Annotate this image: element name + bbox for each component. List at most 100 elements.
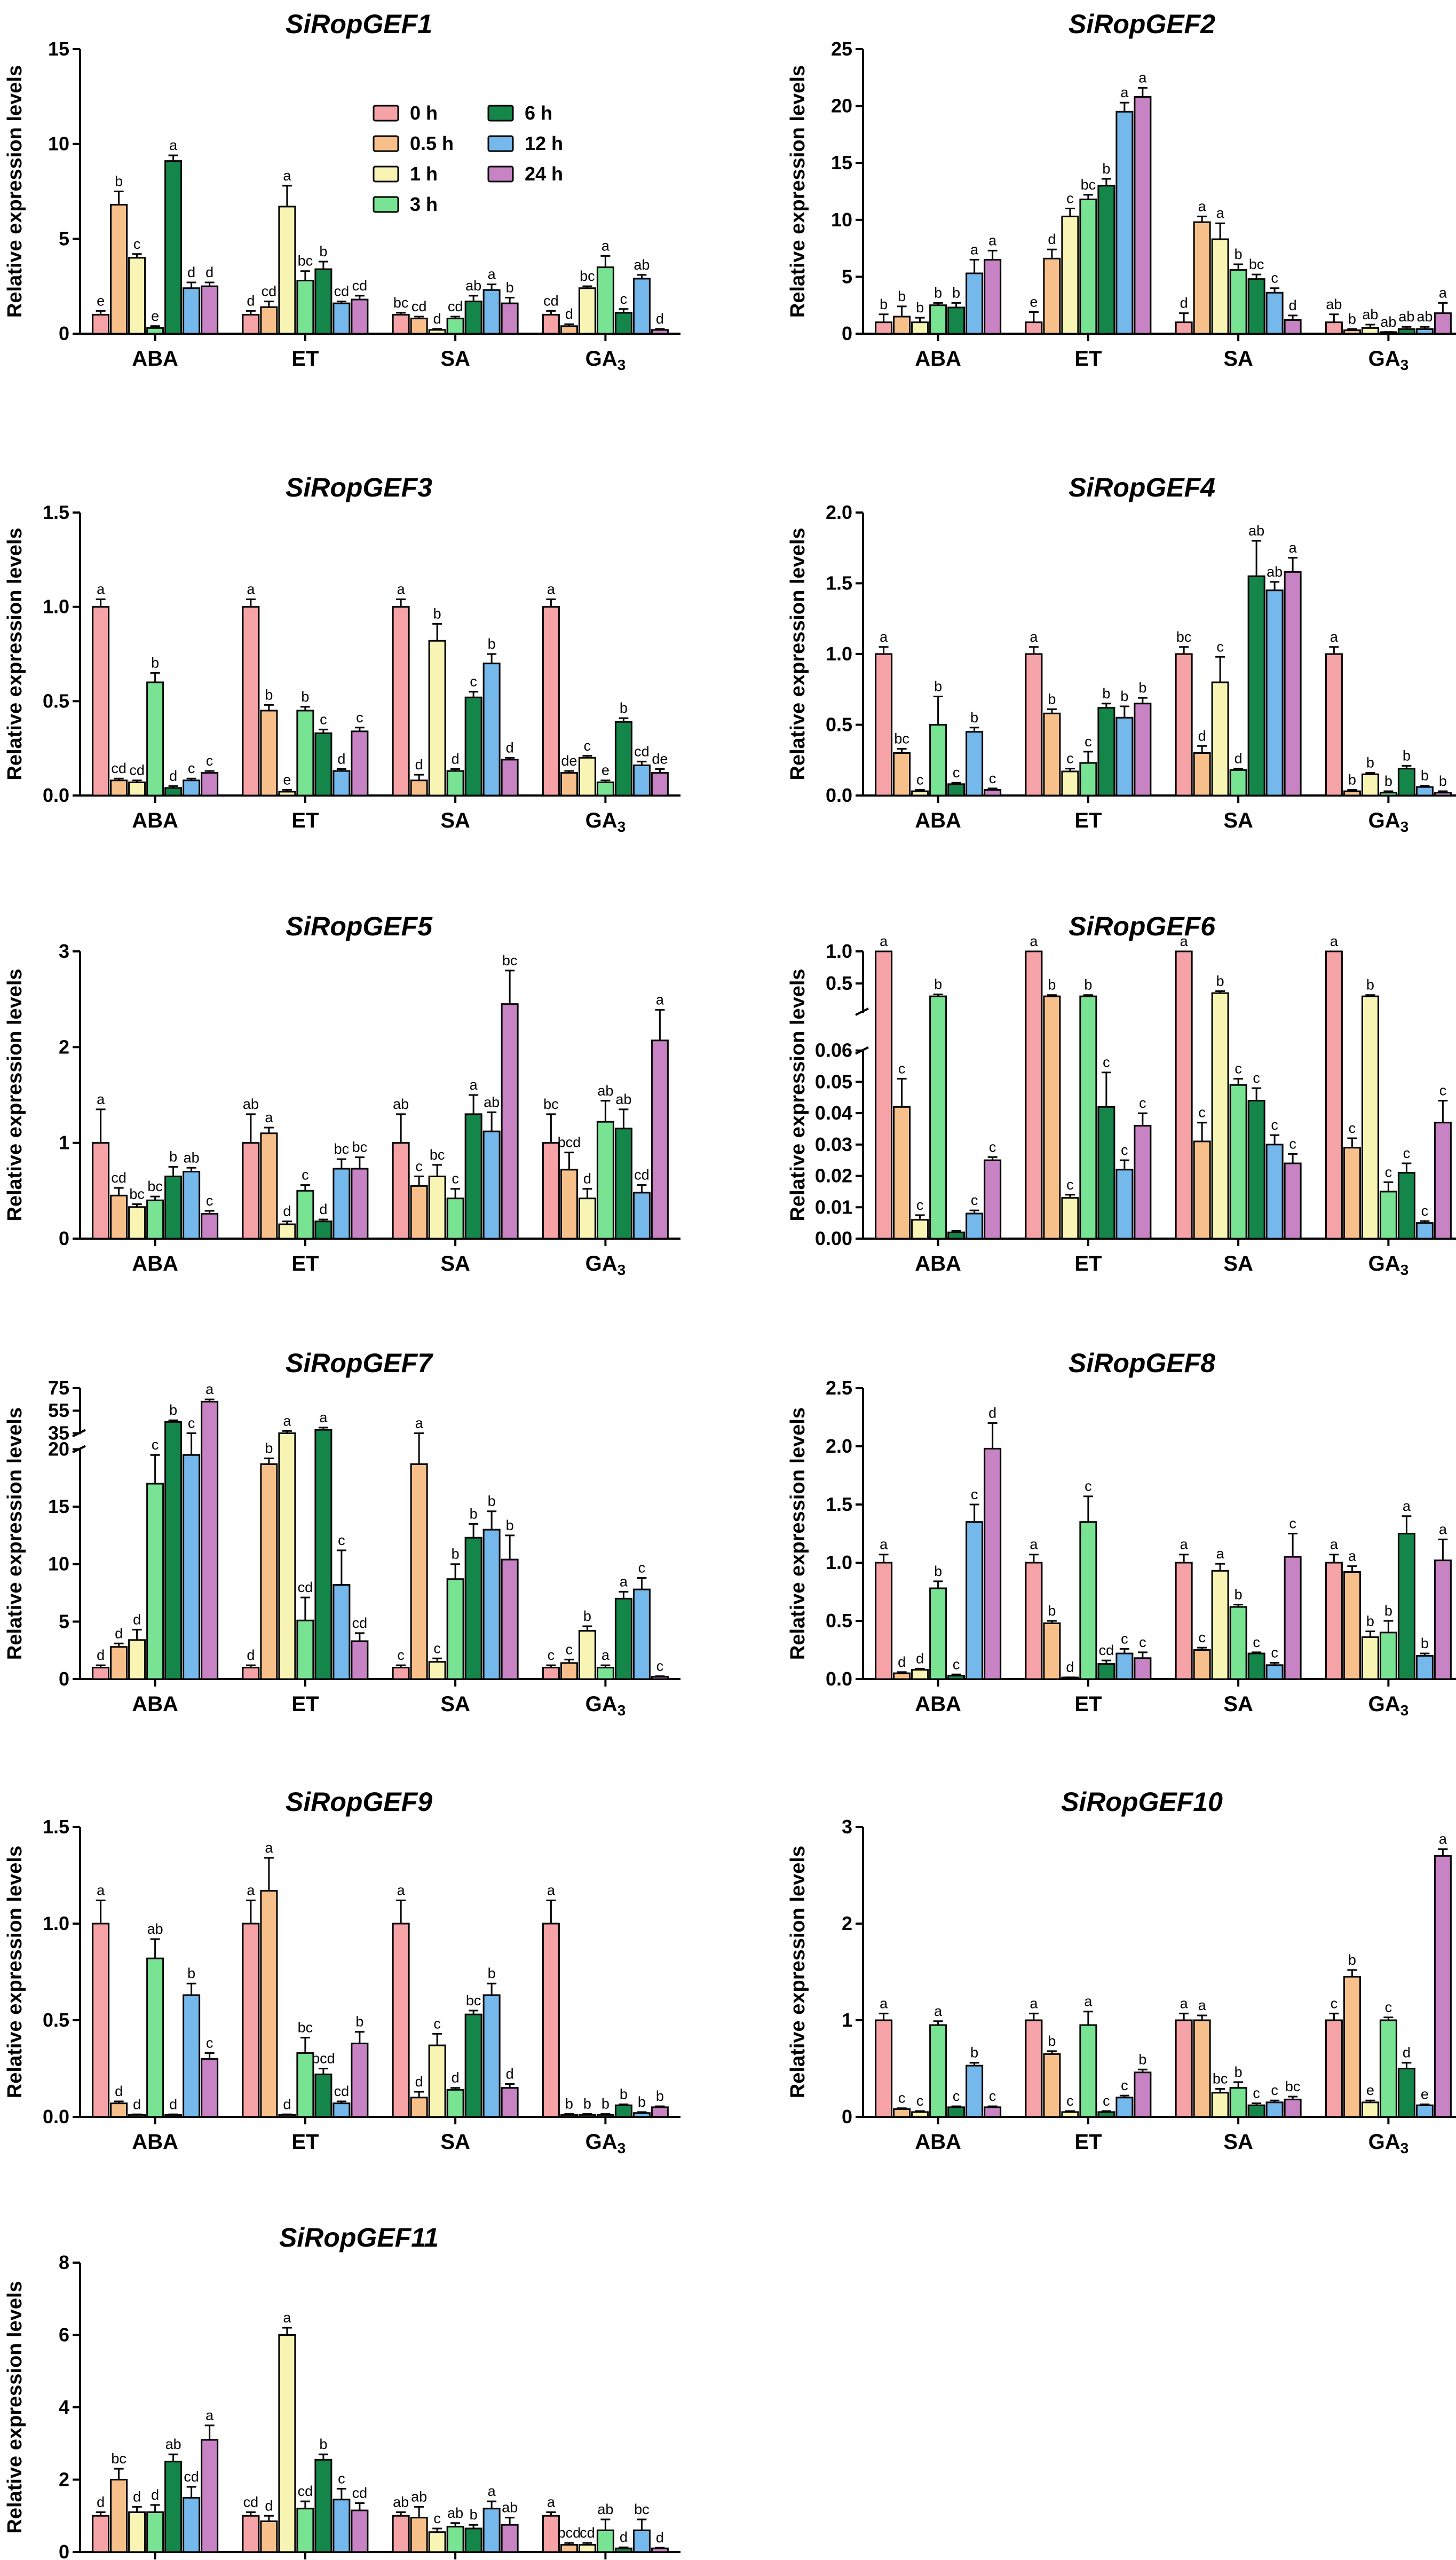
significance-letter: ab xyxy=(634,257,650,273)
significance-letter: ab xyxy=(165,2436,181,2452)
bar xyxy=(410,318,428,335)
y-tick-label: 0.03 xyxy=(815,1133,852,1155)
x-category-label: ABA xyxy=(915,1252,961,1275)
bar xyxy=(1397,2068,1415,2118)
legend-swatch xyxy=(373,135,399,152)
significance-letter: b xyxy=(620,2086,628,2102)
bar xyxy=(464,2013,482,2118)
bar xyxy=(146,1199,164,1240)
significance-letter: cd xyxy=(298,1579,313,1595)
significance-letter: bc xyxy=(1213,2071,1228,2087)
significance-letter: c xyxy=(1235,1060,1242,1076)
bar xyxy=(1134,1125,1152,1240)
significance-letter: a xyxy=(547,581,556,597)
bar xyxy=(875,2019,893,2118)
significance-letter: b xyxy=(952,285,960,301)
significance-letter: b xyxy=(1048,691,1056,707)
bar xyxy=(201,772,219,797)
y-axis-label: Relative expression levels xyxy=(787,527,809,780)
significance-letter: b xyxy=(1235,1586,1243,1602)
significance-letter: a xyxy=(283,1413,291,1429)
significance-letter: b xyxy=(970,2045,978,2061)
bar xyxy=(1379,1632,1397,1680)
bar xyxy=(984,1447,1002,1680)
bar xyxy=(296,280,314,335)
significance-letter: d xyxy=(415,2074,423,2090)
significance-letter: a xyxy=(1120,84,1129,100)
bar xyxy=(501,759,519,797)
significance-letter: a xyxy=(97,1882,105,1899)
bar xyxy=(446,1198,464,1240)
significance-letter: c xyxy=(989,770,996,786)
bar xyxy=(929,304,947,335)
bar xyxy=(1434,312,1452,335)
bar xyxy=(1325,2019,1343,2118)
significance-letter: a xyxy=(934,2003,943,2019)
significance-letter: bc xyxy=(466,1992,481,2008)
bar xyxy=(501,2087,519,2118)
significance-letter: d xyxy=(97,1647,105,1663)
significance-letter: b xyxy=(506,1517,514,1533)
chart-title: SiRopGEF7 xyxy=(286,1348,433,1378)
chart-title: SiRopGEF11 xyxy=(279,2223,439,2252)
bar xyxy=(1265,1144,1284,1240)
significance-letter: b xyxy=(1366,755,1374,771)
bar xyxy=(446,1578,464,1680)
significance-letter: c xyxy=(206,753,213,769)
bar xyxy=(260,710,278,797)
bar xyxy=(482,1994,501,2118)
bar xyxy=(1415,2104,1434,2118)
significance-letter: a xyxy=(1030,1537,1038,1553)
significance-letter: bc xyxy=(352,1139,368,1155)
y-tick-label: 4 xyxy=(59,2396,69,2418)
significance-letter: a xyxy=(1348,1548,1357,1564)
y-tick-label: 0.02 xyxy=(815,1165,852,1187)
bar xyxy=(542,1666,560,1680)
significance-letter: b xyxy=(934,976,942,993)
bar xyxy=(1025,1562,1043,1680)
bar xyxy=(278,2114,296,2118)
significance-letter: a xyxy=(247,581,255,597)
bar xyxy=(242,2515,260,2553)
significance-letter: b xyxy=(583,1608,591,1624)
significance-letter: c xyxy=(916,1197,924,1213)
significance-letter: b xyxy=(620,700,628,716)
significance-letter: d xyxy=(452,751,460,767)
bar xyxy=(314,268,333,335)
significance-letter: de xyxy=(561,753,577,769)
significance-letter: b xyxy=(1421,767,1429,783)
bar xyxy=(260,1463,278,1680)
bar xyxy=(1097,1663,1115,1680)
significance-letter: a xyxy=(1330,629,1339,645)
bar xyxy=(164,1175,183,1240)
significance-letter: c xyxy=(1198,1105,1206,1121)
significance-letter: a xyxy=(488,2483,496,2499)
x-category-label: ABA xyxy=(915,347,961,371)
significance-letter: c xyxy=(1253,2085,1260,2101)
significance-letter: a xyxy=(880,1995,888,2011)
significance-letter: c xyxy=(206,2035,213,2051)
significance-letter: a xyxy=(265,1109,273,1125)
bar xyxy=(578,287,596,335)
bar xyxy=(966,1521,984,1680)
y-tick-label: 1.5 xyxy=(43,1816,69,1838)
chart-title: SiRopGEF1 xyxy=(286,9,432,39)
bar xyxy=(632,1192,651,1240)
bar xyxy=(260,1889,278,2118)
significance-letter: d xyxy=(205,264,213,280)
y-tick-label: 15 xyxy=(48,1495,69,1517)
chart-title: SiRopGEF9 xyxy=(286,1787,432,1817)
significance-letter: e xyxy=(151,308,159,324)
bar xyxy=(464,1537,482,1680)
bar xyxy=(1397,768,1415,797)
significance-letter: a xyxy=(988,232,997,248)
significance-letter: b xyxy=(1120,688,1128,704)
bar xyxy=(966,731,984,797)
significance-letter: d xyxy=(283,2096,291,2112)
bar xyxy=(1361,327,1379,335)
bar xyxy=(1415,1222,1434,1240)
significance-letter: bc xyxy=(543,1096,559,1112)
bar xyxy=(651,2106,669,2118)
bar xyxy=(1079,2024,1097,2118)
bar xyxy=(314,1429,333,1680)
